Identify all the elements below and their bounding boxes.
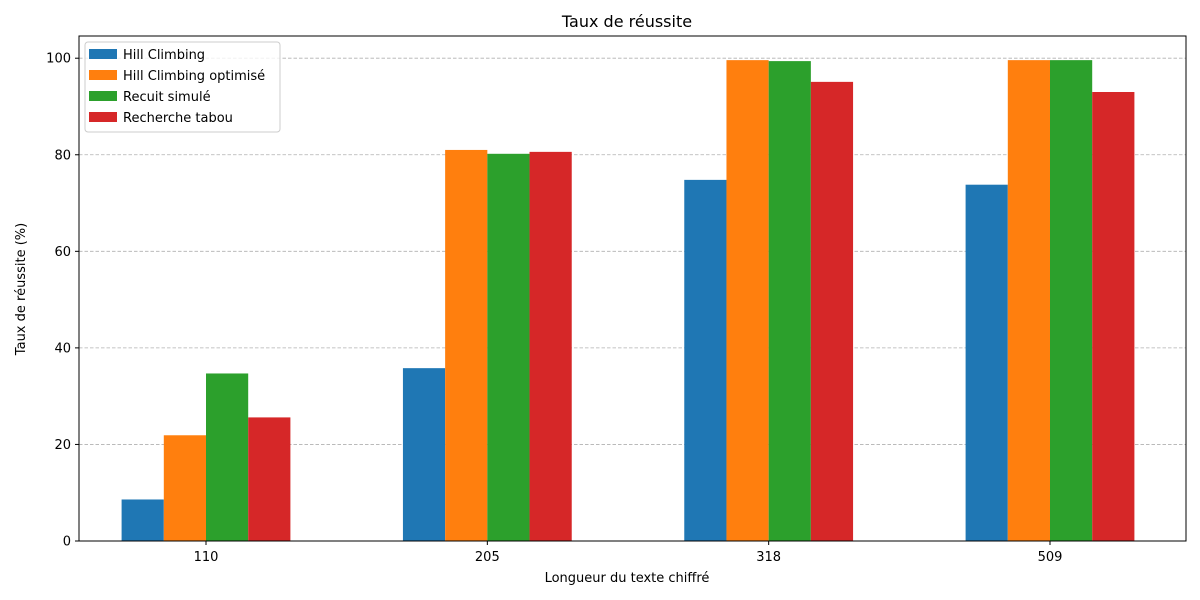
chart-title: Taux de réussite xyxy=(561,12,692,31)
y-tick-label: 40 xyxy=(54,341,71,356)
bar-hill-climbing-optimis--110 xyxy=(163,435,206,541)
axes: 0 20 40 60 80 100 110 205 318 509 xyxy=(46,35,1187,565)
y-tick-label: 100 xyxy=(46,52,71,67)
legend-label: Recherche tabou xyxy=(123,111,233,126)
bar-hill-climbing-110 xyxy=(121,499,164,541)
legend-label: Hill Climbing xyxy=(123,48,205,63)
x-tick-label: 318 xyxy=(756,550,781,565)
y-tick-label: 80 xyxy=(54,148,71,163)
legend-box xyxy=(84,41,281,133)
x-tick-label: 509 xyxy=(1038,550,1063,565)
y-tick-label: 0 xyxy=(63,535,71,550)
bar-recherche-tabou-110 xyxy=(248,417,291,541)
bars xyxy=(121,60,1135,542)
x-tick-label: 205 xyxy=(475,550,500,565)
bar-recuit-simul--318 xyxy=(768,61,811,541)
bar-hill-climbing-optimis--205 xyxy=(445,149,488,541)
bar-recherche-tabou-509 xyxy=(1092,92,1135,542)
bar-hill-climbing-optimis--318 xyxy=(726,60,769,541)
bar-recuit-simul--509 xyxy=(1050,60,1093,541)
plot-frame xyxy=(78,35,1187,542)
bar-hill-climbing-optimis--509 xyxy=(1007,60,1050,541)
x-axis-title: Longueur du texte chiffré xyxy=(545,571,710,586)
bar-hill-climbing-509 xyxy=(965,184,1008,541)
y-tick-label: 60 xyxy=(54,245,71,260)
y-axis-title: Taux de réussite (%) xyxy=(14,223,29,356)
legend-swatch xyxy=(89,112,117,122)
legend-label: Recuit simulé xyxy=(123,90,211,105)
bar-hill-climbing-205 xyxy=(402,368,446,541)
bar-recuit-simul--205 xyxy=(487,153,530,541)
legend-swatch xyxy=(89,91,117,101)
bar-hill-climbing-318 xyxy=(684,179,727,541)
legend-label: Hill Climbing optimisé xyxy=(123,69,265,84)
legend: Hill Climbing Hill Climbing optimisé Recui… xyxy=(84,41,281,133)
bar-recherche-tabou-318 xyxy=(810,81,854,541)
y-tick-label: 20 xyxy=(54,438,71,453)
bar-recuit-simul--110 xyxy=(206,373,249,541)
legend-swatch xyxy=(89,70,117,80)
legend-swatch xyxy=(89,49,117,59)
bar-recherche-tabou-205 xyxy=(529,151,572,541)
x-tick-label: 110 xyxy=(194,550,219,565)
